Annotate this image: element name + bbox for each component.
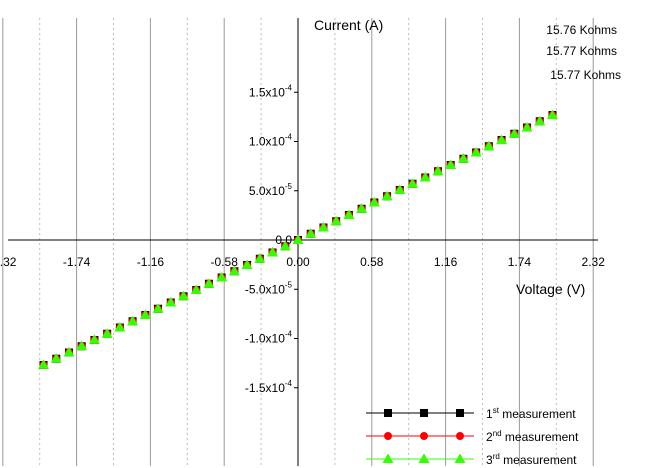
data-point [228, 265, 240, 276]
data-point [127, 315, 139, 326]
legend-marker [456, 432, 464, 440]
data-point [114, 321, 126, 332]
data-point [508, 128, 520, 138]
data-point [88, 334, 100, 344]
data-point [419, 172, 431, 182]
data-point [546, 109, 558, 120]
data-point [305, 228, 317, 238]
data-point [190, 284, 202, 294]
data-points [38, 109, 558, 369]
legend-label: 1st measurement [486, 406, 576, 421]
data-point [254, 253, 266, 263]
data-point [432, 165, 444, 176]
data-point [152, 303, 164, 313]
data-point [216, 271, 228, 282]
data-point [483, 140, 495, 151]
legend: 1st measurement 2nd measurement 3rd measur… [366, 406, 579, 467]
legend-marker [418, 453, 430, 463]
data-point [343, 209, 355, 220]
data-point [38, 359, 50, 369]
data-point [76, 340, 88, 351]
y-tick-label: 5.0x10-5 [249, 182, 293, 198]
data-point [292, 234, 304, 244]
y-tick-labels: 1.5x10-41.0x10-45.0x10-50.0-5.0x10-5-1.0… [245, 83, 293, 395]
data-point [177, 290, 189, 301]
legend-marker [420, 432, 428, 440]
data-point [101, 328, 113, 338]
data-point [139, 309, 151, 319]
legend-label: 3rd measurement [486, 452, 577, 467]
data-point [165, 296, 177, 307]
data-point [50, 353, 62, 363]
x-tick-label: -2.32 [0, 255, 17, 269]
legend-label: 2nd measurement [486, 429, 579, 444]
x-tick-label: 0.00 [286, 255, 310, 269]
resistance-labels: 15.76 Kohms 15.77 Kohms 15.77 Kohms [546, 23, 621, 82]
data-point [394, 184, 406, 195]
data-point [203, 278, 215, 288]
resistance-label: 15.77 Kohms [550, 68, 621, 82]
resistance-label: 15.76 Kohms [546, 23, 617, 37]
data-point [407, 178, 419, 188]
y-tick-label: 1.0x10-4 [249, 133, 293, 149]
data-point [496, 134, 508, 145]
y-tick-label: -1.0x10-4 [245, 330, 293, 346]
data-point [241, 259, 253, 269]
resistance-label: 15.77 Kohms [546, 44, 617, 58]
x-tick-label: 0.58 [360, 255, 384, 269]
legend-marker [456, 409, 464, 417]
data-point [470, 147, 482, 157]
data-point [368, 197, 380, 207]
y-tick-label: 1.5x10-4 [249, 83, 293, 99]
data-point [330, 215, 342, 226]
data-point [457, 153, 469, 163]
data-point [279, 240, 291, 251]
data-point [521, 122, 533, 132]
grid-lines [2, 18, 594, 466]
x-tick-label: -0.58 [211, 255, 239, 269]
x-tick-label: 1.74 [508, 255, 532, 269]
y-axis-label: Current (A) [314, 17, 383, 33]
y-tick-label: -5.0x10-5 [245, 280, 293, 296]
x-axis-label: Voltage (V) [516, 281, 585, 297]
legend-marker [384, 432, 392, 440]
y-tick-label: -1.5x10-4 [245, 379, 293, 395]
data-point [445, 159, 457, 170]
data-point [63, 346, 75, 357]
x-tick-label: 2.32 [582, 255, 606, 269]
data-point [267, 246, 279, 257]
data-point [356, 203, 368, 213]
data-point [534, 115, 546, 126]
x-tick-label: 1.16 [434, 255, 458, 269]
data-point [381, 190, 393, 201]
legend-marker [384, 409, 392, 417]
x-tick-label: -1.16 [137, 255, 165, 269]
legend-marker [420, 409, 428, 417]
series-3-points [38, 109, 558, 369]
data-point [317, 222, 329, 232]
x-tick-label: -1.74 [63, 255, 91, 269]
legend-marker [382, 453, 394, 463]
x-tick-labels: -2.32 -1.74 -1.16 -0.58 0.00 0.58 1.16 1.74 2.32 [0, 255, 605, 269]
axes [8, 18, 598, 466]
legend-marker [454, 453, 466, 463]
